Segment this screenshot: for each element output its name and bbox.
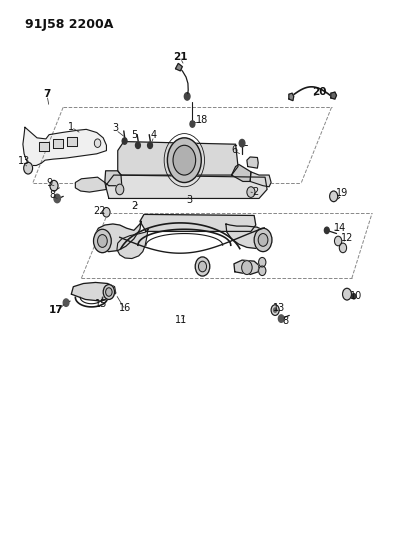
Text: 21: 21 (173, 52, 188, 61)
Circle shape (24, 163, 32, 174)
Polygon shape (140, 214, 256, 231)
Circle shape (259, 266, 266, 276)
Polygon shape (75, 177, 107, 192)
Text: 1: 1 (68, 122, 75, 132)
Circle shape (239, 140, 245, 147)
Circle shape (63, 299, 69, 306)
Polygon shape (232, 165, 251, 181)
Circle shape (54, 194, 60, 203)
Circle shape (242, 261, 252, 274)
Polygon shape (234, 260, 259, 274)
Polygon shape (226, 224, 267, 248)
Circle shape (122, 138, 127, 144)
Circle shape (136, 142, 141, 149)
Text: 9: 9 (46, 177, 52, 188)
Text: 91J58 2200A: 91J58 2200A (25, 18, 113, 31)
Polygon shape (67, 137, 77, 147)
Circle shape (258, 233, 268, 246)
Text: 4: 4 (151, 130, 157, 140)
Text: 15: 15 (96, 298, 108, 309)
Polygon shape (247, 157, 258, 168)
Text: 12: 12 (341, 233, 353, 243)
Circle shape (330, 191, 338, 201)
Text: 2: 2 (131, 201, 137, 211)
Text: 7: 7 (43, 88, 51, 99)
Text: 20: 20 (312, 87, 327, 97)
Polygon shape (96, 221, 141, 252)
Polygon shape (53, 139, 63, 149)
Circle shape (271, 305, 279, 316)
Polygon shape (331, 92, 337, 99)
Polygon shape (23, 127, 107, 165)
Polygon shape (39, 142, 49, 151)
Circle shape (98, 235, 107, 247)
Circle shape (116, 184, 124, 195)
Circle shape (324, 227, 329, 233)
Text: 11: 11 (175, 314, 188, 325)
Circle shape (106, 288, 112, 296)
Circle shape (167, 138, 201, 182)
Circle shape (147, 142, 152, 149)
Polygon shape (175, 63, 182, 71)
Text: 16: 16 (119, 303, 131, 313)
Polygon shape (289, 93, 294, 101)
Text: 2: 2 (252, 187, 258, 197)
Polygon shape (118, 142, 238, 175)
Polygon shape (105, 171, 122, 185)
Text: 8: 8 (49, 190, 55, 200)
Circle shape (339, 243, 347, 253)
Circle shape (278, 315, 284, 322)
Circle shape (184, 93, 190, 100)
Circle shape (352, 294, 356, 299)
Circle shape (343, 288, 352, 300)
Circle shape (335, 236, 342, 246)
Circle shape (195, 257, 210, 276)
Circle shape (94, 229, 111, 253)
Text: 13: 13 (273, 303, 285, 313)
Text: 6: 6 (232, 144, 238, 155)
Text: 5: 5 (131, 130, 137, 140)
Text: 19: 19 (336, 188, 348, 198)
Text: 3: 3 (187, 195, 193, 205)
Circle shape (259, 257, 266, 267)
Circle shape (173, 146, 196, 175)
Circle shape (50, 180, 58, 191)
Text: 18: 18 (196, 115, 209, 125)
Text: 14: 14 (334, 223, 346, 233)
Text: 22: 22 (93, 206, 106, 216)
Circle shape (52, 183, 55, 188)
Polygon shape (106, 175, 267, 198)
Text: 3: 3 (113, 123, 119, 133)
Circle shape (273, 308, 277, 312)
Polygon shape (250, 172, 271, 187)
Text: 13: 13 (18, 156, 30, 166)
Polygon shape (117, 229, 148, 259)
Circle shape (247, 187, 255, 197)
Text: 17: 17 (49, 305, 64, 315)
Circle shape (103, 285, 115, 300)
Text: 8: 8 (282, 316, 288, 326)
Polygon shape (71, 282, 116, 301)
Circle shape (103, 207, 110, 217)
Circle shape (198, 261, 207, 272)
Text: 10: 10 (350, 290, 362, 301)
Circle shape (94, 139, 101, 148)
Circle shape (254, 228, 272, 252)
Circle shape (26, 165, 30, 171)
Circle shape (190, 121, 195, 127)
